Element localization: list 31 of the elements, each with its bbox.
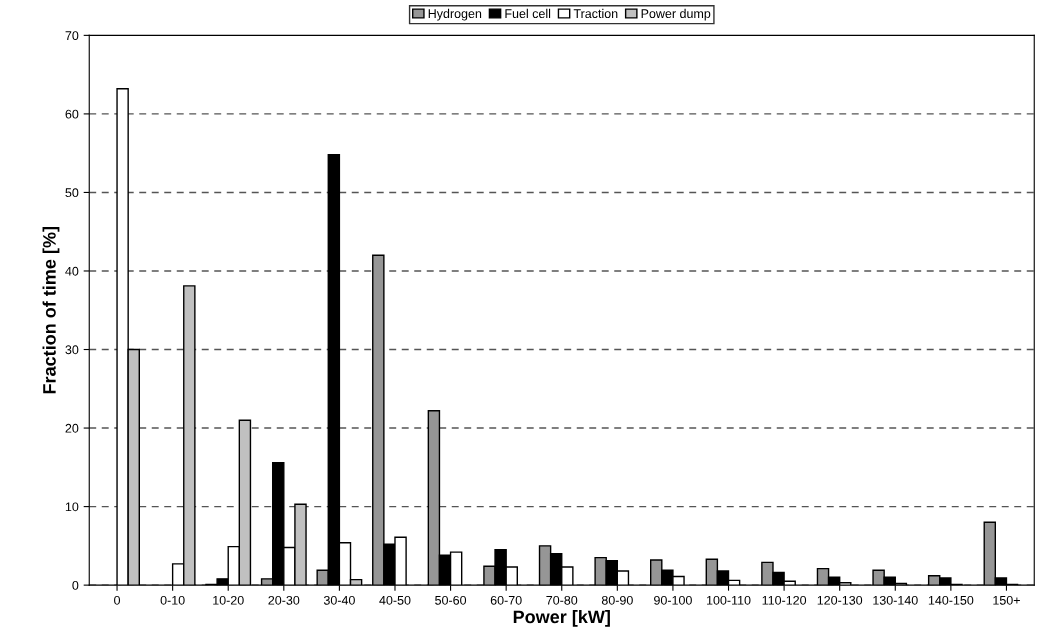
y-tick-label: 0 [72,580,79,590]
y-tick-label: 60 [65,109,79,119]
legend-label: Traction [573,8,618,19]
legend-label: Power dump [641,8,711,21]
x-tick-label: 80-90 [601,595,633,605]
y-tick-label: 20 [65,423,79,433]
x-tick-label: 140-150 [928,595,974,605]
x-tick-label: 130-140 [873,595,918,605]
x-tick-label: 0 [114,595,121,605]
x-tick-label: 0-10 [160,595,185,605]
x-axis-title: Power [kW] [513,609,610,627]
x-tick-label: 10-20 [213,595,244,605]
legend-label: Fuel cell [505,8,551,19]
x-tick-label: 90-100 [654,595,692,605]
x-tick-label: 40-50 [379,595,411,605]
x-tick-label: 30-40 [323,595,355,605]
y-tick-label: 70 [65,31,79,41]
x-tick-label: 20-30 [268,595,300,605]
x-tick-label: 150+ [993,595,1020,605]
legend-label: Hydrogen [428,8,482,21]
x-tick-label: 100-110 [706,595,751,605]
x-tick-label: 70-80 [546,595,578,605]
x-tick-label: 110-120 [762,595,807,605]
x-tick-label: 60-70 [490,595,522,605]
x-tick-label: 120-130 [817,595,863,605]
y-tick-label: 10 [65,502,79,512]
y-axis-title: Fraction of time [%] [42,227,60,394]
y-tick-label: 40 [65,266,79,276]
x-tick-label: 50-60 [435,595,467,605]
y-tick-label: 30 [65,345,79,355]
y-tick-label: 50 [65,188,79,198]
